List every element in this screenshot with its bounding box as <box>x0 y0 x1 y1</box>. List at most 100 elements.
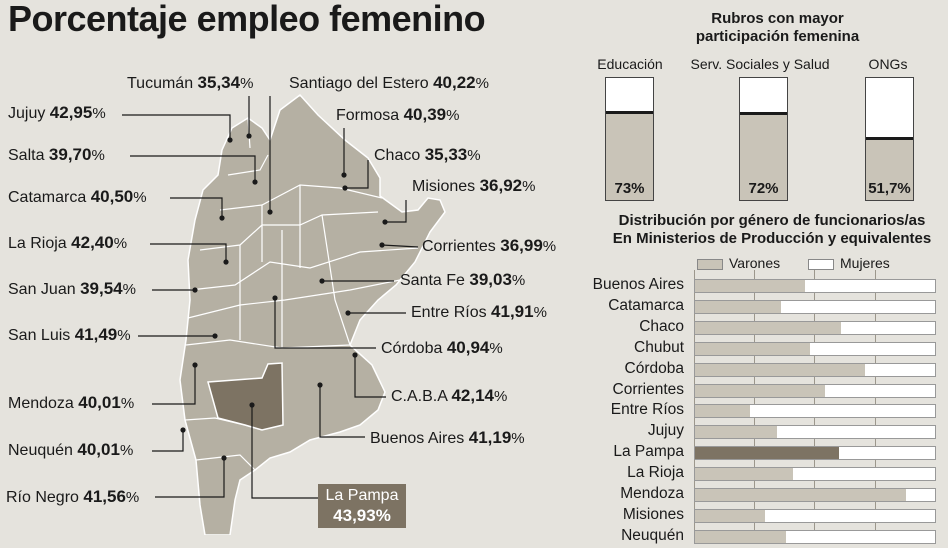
argentina-map <box>122 93 446 535</box>
percent-sign: % <box>120 395 135 412</box>
bar-row: Córdoba <box>586 360 948 381</box>
province-value: 42,14 <box>451 386 495 405</box>
bar-category-label: Chaco <box>639 317 684 335</box>
leader-dot-larioja <box>223 259 229 265</box>
province-name: Córdoba <box>381 340 447 357</box>
rubro-value-label: 72% <box>748 180 779 197</box>
map-label-rionegro: Río Negro 41,56% <box>6 487 139 507</box>
leader-line-rionegro <box>155 458 225 498</box>
map-label-bsas: Buenos Aires 41,19% <box>370 428 525 448</box>
map-label-mendoza: Mendoza 40,01% <box>8 393 134 413</box>
percent-sign: % <box>113 235 128 252</box>
distribucion-title-line1: Distribución por género de funcionarios/… <box>618 212 926 229</box>
bar-row: Chaco <box>586 318 948 339</box>
province-name: C.A.B.A <box>391 388 452 405</box>
rubro-bar: 73% <box>605 77 654 201</box>
bar-row: Catamarca <box>586 297 948 318</box>
rubros-title: Rubros con mayor participación femenina <box>640 10 915 46</box>
legend-mujeres: Mujeres <box>808 255 890 271</box>
bar-track <box>694 488 936 502</box>
leader-dot-misiones <box>382 219 388 225</box>
bar-fill-varones <box>695 426 777 439</box>
la-pampa-value: 43,93% <box>333 506 391 525</box>
bar-fill-varones <box>695 405 751 418</box>
bar-track <box>694 320 936 335</box>
province-name: Salta <box>8 147 49 164</box>
province-value: 40,01 <box>77 440 120 459</box>
bar-category-label: La Rioja <box>627 464 684 482</box>
province-value: 39,54 <box>80 279 123 298</box>
bar-fill-varones <box>695 489 907 501</box>
province-value: 42,95 <box>49 103 93 122</box>
bar-track <box>694 529 936 544</box>
bar-fill-varones <box>695 509 765 522</box>
percent-sign: % <box>240 75 254 92</box>
bar-track <box>694 446 936 461</box>
leader-line-catamarca <box>170 197 223 218</box>
legend-mujeres-swatch <box>808 258 834 270</box>
province-name: Misiones <box>412 178 480 195</box>
province-borders <box>184 117 419 471</box>
bar-row: Buenos Aires <box>586 276 948 297</box>
leader-dot-jujuy <box>227 137 233 143</box>
bar-row: Corrientes <box>586 381 948 402</box>
rubro-bar: 51,7% <box>865 77 914 201</box>
bar-category-label: Corrientes <box>612 380 685 398</box>
bar-category-label: Entre Ríos <box>610 401 684 419</box>
rubro-name: ONGs <box>868 56 908 72</box>
legend-mujeres-label: Mujeres <box>840 255 890 271</box>
legend-varones: Varones <box>697 255 780 271</box>
percent-sign: % <box>475 75 489 92</box>
province-value: 40,39 <box>403 105 447 124</box>
leader-dot-corrientes <box>379 242 385 248</box>
map-label-tucuman: Tucumán 35,34% <box>127 73 253 93</box>
bar-track <box>694 404 936 419</box>
rubro-name: Serv. Sociales y Salud <box>690 56 830 72</box>
percent-sign: % <box>533 304 547 321</box>
province-value: 36,92 <box>479 176 523 195</box>
leader-dot-santafe <box>319 278 325 284</box>
bar-category-label: Neuquén <box>621 526 684 544</box>
bar-fill-varones <box>695 468 794 481</box>
province-value: 40,22 <box>433 73 476 92</box>
bar-track <box>694 279 936 293</box>
province-value: 41,56 <box>83 487 126 506</box>
rubro-bar: 72% <box>739 77 788 201</box>
percent-sign: % <box>489 340 503 357</box>
bar-track <box>694 341 936 356</box>
rubro-bar-fill <box>740 112 787 200</box>
bar-fill-varones <box>695 384 825 397</box>
province-name: Chaco <box>374 147 425 164</box>
bar-category-label: Buenos Aires <box>592 276 684 293</box>
province-name: Entre Ríos <box>411 304 492 321</box>
leader-dot-entrerios <box>345 310 351 316</box>
rubros-title-line1: Rubros con mayor <box>711 10 844 27</box>
province-name: Santiago del Estero <box>289 75 434 92</box>
percent-sign: % <box>511 272 526 289</box>
province-value: 35,33 <box>424 145 468 164</box>
province-name: Neuquén <box>8 442 78 459</box>
map-label-chaco: Chaco 35,33% <box>374 145 481 165</box>
rubro-name: Educación <box>597 56 663 72</box>
map-label-corrientes: Corrientes 36,99% <box>422 236 556 256</box>
rubro-bar-fill <box>606 110 653 200</box>
bar-fill-varones <box>695 280 806 292</box>
map-label-salta: Salta 39,70% <box>8 145 105 165</box>
bar-row: La Pampa <box>586 443 948 464</box>
map-label-santafe: Santa Fe 39,03% <box>400 270 525 290</box>
map-label-cordoba: Córdoba 40,94% <box>381 338 503 358</box>
legend-varones-swatch <box>697 258 723 270</box>
legend-varones-label: Varones <box>729 255 781 271</box>
leader-dot-cordoba <box>272 295 278 301</box>
leader-dot-sanluis <box>212 333 218 339</box>
bar-row: Entre Ríos <box>586 401 948 422</box>
province-name: Buenos Aires <box>370 430 469 447</box>
map-label-sanjuan: San Juan 39,54% <box>8 279 136 299</box>
province-name: Formosa <box>336 107 404 124</box>
bar-track <box>694 383 936 398</box>
leader-line-salta <box>130 155 256 182</box>
bar-track <box>694 508 936 523</box>
bar-category-label: La Pampa <box>613 443 684 461</box>
bar-category-label: Jujuy <box>647 422 684 440</box>
bar-category-label: Catamarca <box>608 296 684 314</box>
